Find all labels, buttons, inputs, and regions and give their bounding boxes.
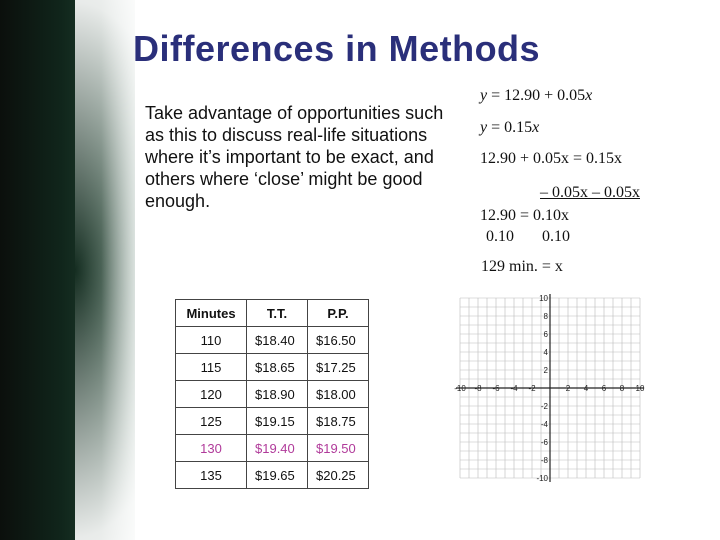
x-tick-label: 6: [602, 384, 607, 393]
header-minutes: Minutes: [175, 299, 247, 327]
table-row: 120 $18.90 $18.00: [175, 380, 369, 408]
equation-6: 0.10 0.10: [486, 228, 570, 245]
cell-tt: $18.40: [246, 326, 308, 354]
cell-pp: $17.25: [307, 353, 369, 381]
table-row: 115 $18.65 $17.25: [175, 353, 369, 381]
header-tt: T.T.: [246, 299, 308, 327]
cell-minutes: 120: [175, 380, 247, 408]
cell-minutes: 115: [175, 353, 247, 381]
y-tick-label: -8: [541, 456, 549, 465]
x-tick-label: -8: [474, 384, 482, 393]
cell-pp: $16.50: [307, 326, 369, 354]
cell-tt: $19.40: [246, 434, 308, 462]
y-tick-label: 8: [544, 312, 549, 321]
y-tick-label: 6: [544, 330, 549, 339]
cell-pp: $18.75: [307, 407, 369, 435]
cell-minutes: 110: [175, 326, 247, 354]
axes: [456, 294, 644, 482]
intro-text: Take advantage of opportunities such as …: [145, 103, 444, 211]
table-header-row: Minutes T.T. P.P.: [175, 299, 369, 327]
cell-minutes: 125: [175, 407, 247, 435]
coordinate-grid: -10 -8 -6 -4 -2 2 4 6 8 10 10 8 6 4 2 -2 -4 -6 -8 -10: [454, 294, 645, 483]
table-row-highlighted: 130 $19.40 $19.50: [175, 434, 369, 462]
y-tick-label: -10: [536, 474, 548, 483]
y-axis-labels: 10 8 6 4 2 -2 -4 -6 -8 -10: [536, 294, 548, 483]
x-tick-label: -4: [510, 384, 518, 393]
cell-tt: $18.65: [246, 353, 308, 381]
cell-tt: $19.15: [246, 407, 308, 435]
x-tick-label: 8: [620, 384, 625, 393]
cell-pp: $20.25: [307, 461, 369, 489]
equation-2: y = 0.15x: [480, 119, 540, 136]
table-row: 135 $19.65 $20.25: [175, 461, 369, 489]
cell-minutes: 130: [175, 434, 247, 462]
cell-pp: $18.00: [307, 380, 369, 408]
table-row: 125 $19.15 $18.75: [175, 407, 369, 435]
x-tick-label: -2: [528, 384, 536, 393]
x-tick-label: 2: [566, 384, 571, 393]
y-tick-label: 4: [544, 348, 549, 357]
cost-table: Minutes T.T. P.P. 110 $18.40 $16.50 115 …: [175, 299, 369, 489]
cell-tt: $18.90: [246, 380, 308, 408]
cell-pp: $19.50: [307, 434, 369, 462]
slide-title: Differences in Methods: [133, 28, 541, 69]
equation-4: – 0.05x – 0.05x: [540, 184, 640, 201]
y-tick-label: 10: [539, 294, 548, 303]
table-row: 110 $18.40 $16.50: [175, 326, 369, 354]
cell-minutes: 135: [175, 461, 247, 489]
y-tick-label: 2: [544, 366, 549, 375]
x-tick-label: -10: [454, 384, 466, 393]
y-tick-label: -4: [541, 420, 549, 429]
y-tick-label: -6: [541, 438, 549, 447]
equation-1: y = 12.90 + 0.05x: [480, 87, 593, 104]
chalkboard-background: [0, 0, 135, 540]
cell-tt: $19.65: [246, 461, 308, 489]
y-tick-label: -2: [541, 402, 549, 411]
header-pp: P.P.: [307, 299, 369, 327]
equation-7: 129 min. = x: [481, 258, 563, 275]
equation-5: 12.90 = 0.10x: [480, 207, 570, 224]
x-tick-label: 4: [584, 384, 589, 393]
x-axis-labels: -10 -8 -6 -4 -2 2 4 6 8 10: [454, 384, 645, 393]
x-tick-label: -6: [492, 384, 500, 393]
x-tick-label: 10: [636, 384, 645, 393]
equation-3: 12.90 + 0.05x = 0.15x: [480, 150, 623, 167]
